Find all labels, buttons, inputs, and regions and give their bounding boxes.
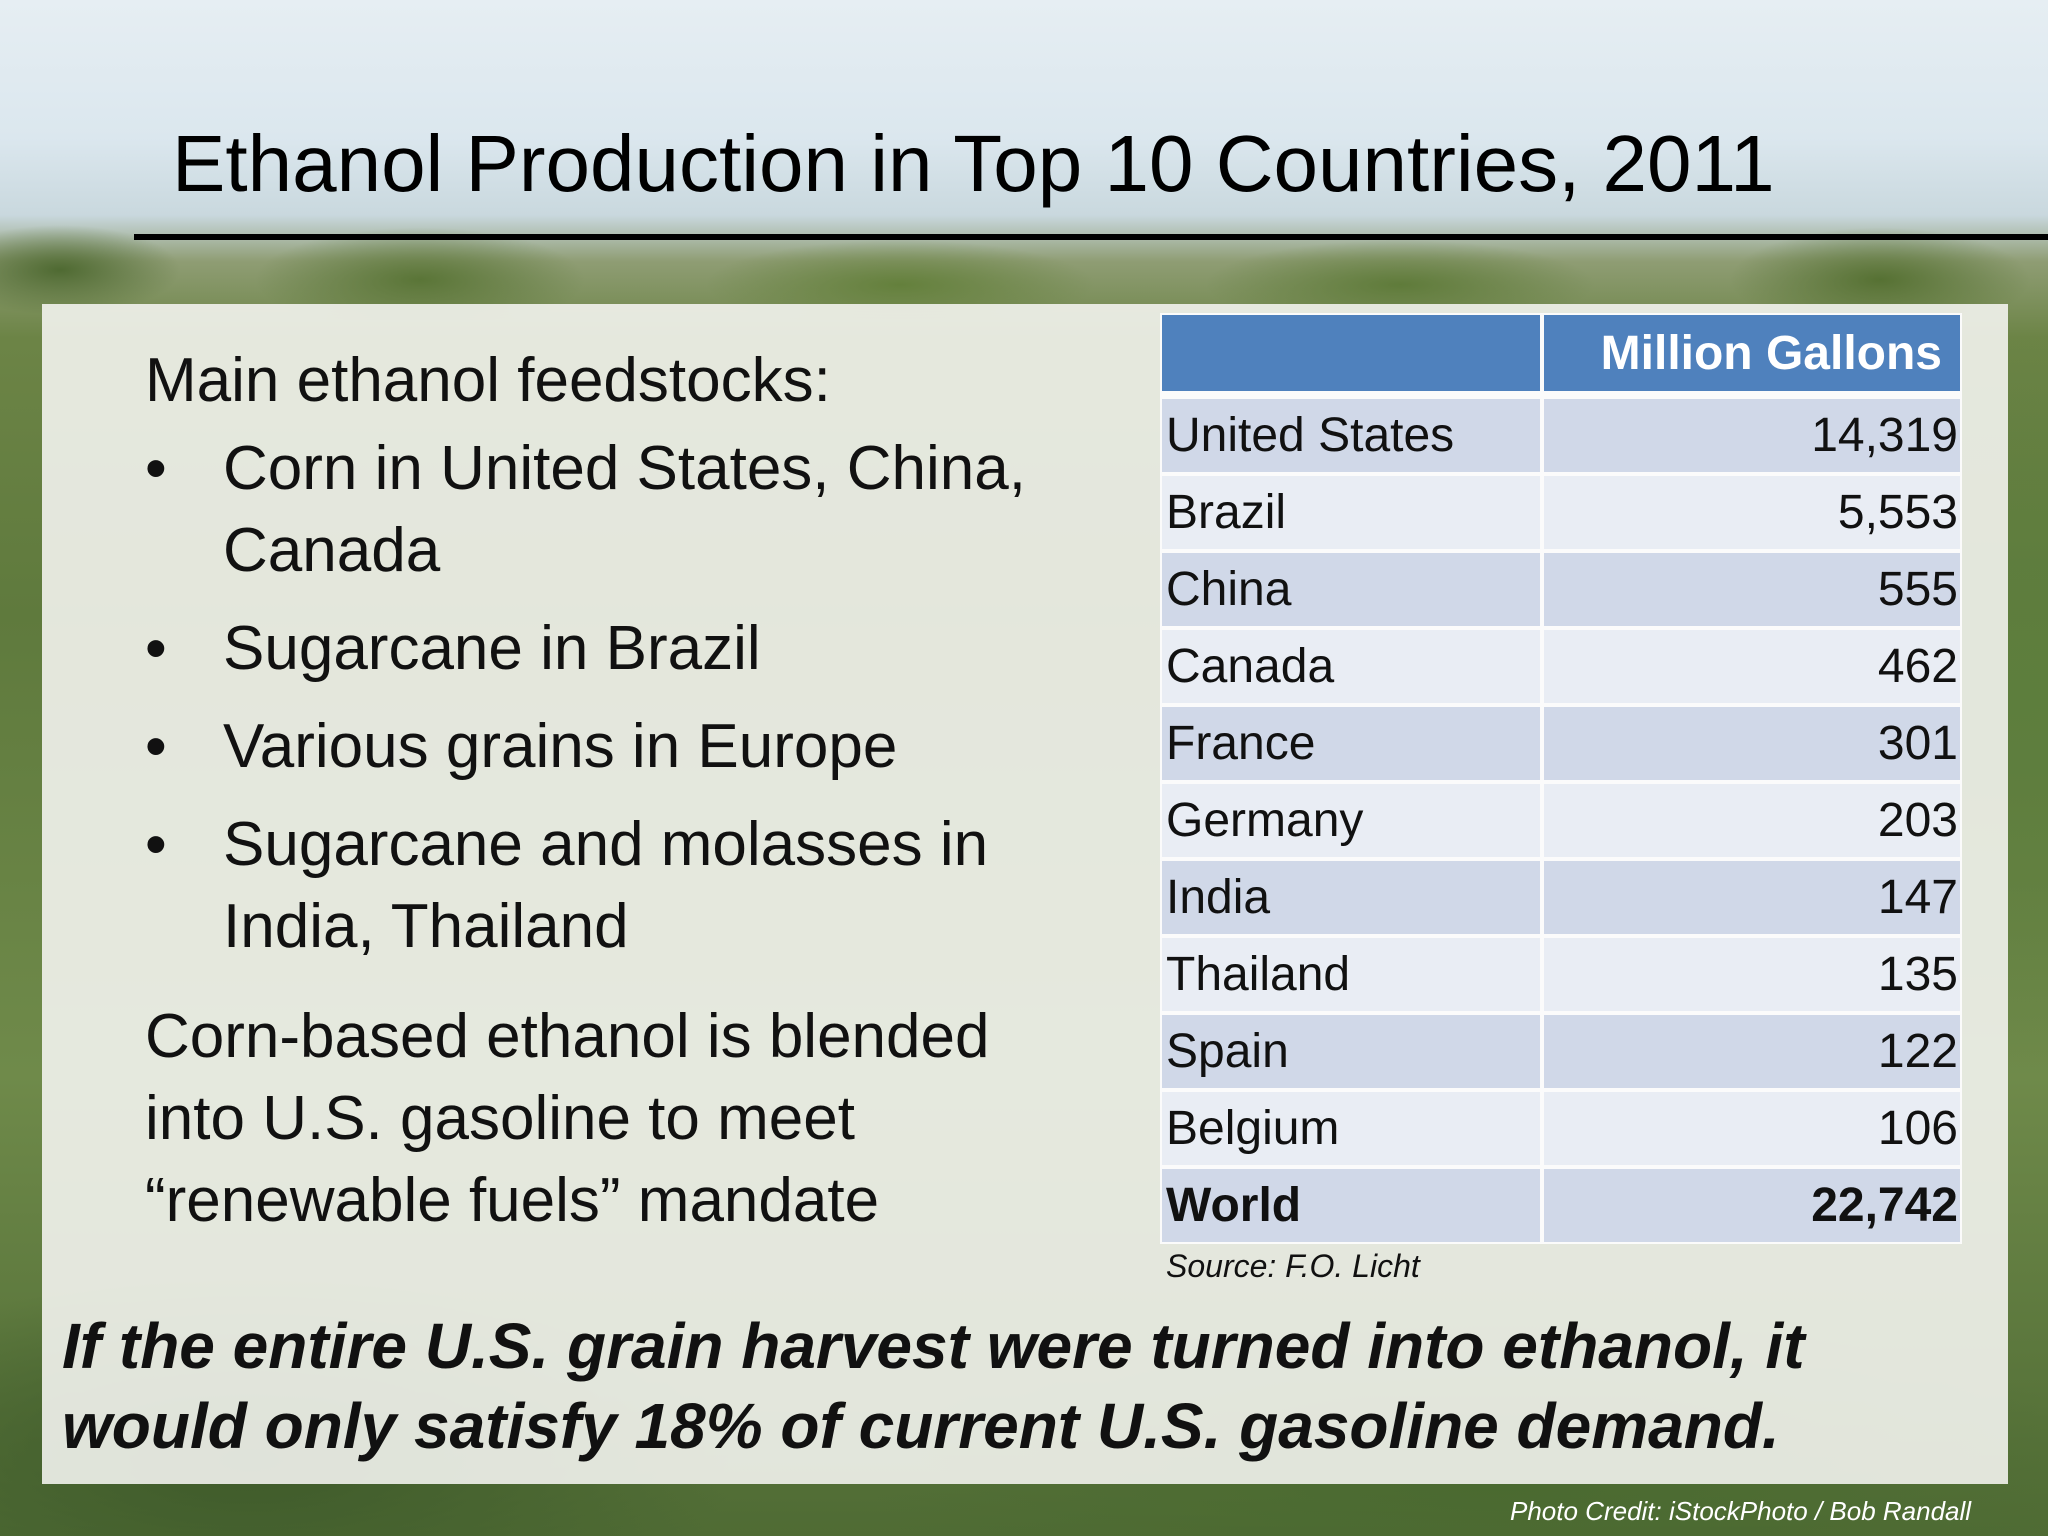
table-row: Brazil 5,553	[1160, 474, 1962, 551]
table-row: Thailand 135	[1160, 936, 1962, 1013]
country-cell: Thailand	[1160, 936, 1542, 1013]
bullet-item: • Corn in United States, China, Canada	[145, 428, 1105, 592]
country-cell: Belgium	[1160, 1090, 1542, 1167]
country-cell: Germany	[1160, 782, 1542, 859]
table-row: China 555	[1160, 551, 1962, 628]
table-row: Canada 462	[1160, 628, 1962, 705]
table-row: India 147	[1160, 859, 1962, 936]
feedstocks-intro: Main ethanol feedstocks:	[145, 346, 831, 415]
table-header-row: Million Gallons	[1160, 313, 1962, 393]
value-cell: 147	[1542, 859, 1962, 936]
country-cell: France	[1160, 705, 1542, 782]
value-cell: 555	[1542, 551, 1962, 628]
bullet-text: Sugarcane in Brazil	[223, 614, 761, 683]
header-cell-million-gallons: Million Gallons	[1542, 313, 1962, 393]
country-cell: India	[1160, 859, 1542, 936]
bullet-icon: •	[145, 712, 167, 781]
mandate-note: Corn-based ethanol is blended into U.S. …	[145, 1002, 990, 1235]
table-row: Germany 203	[1160, 782, 1962, 859]
country-cell: Canada	[1160, 628, 1542, 705]
feedstocks-text-block: Main ethanol feedstocks: • Corn in United…	[145, 340, 1105, 1242]
table-row: France 301	[1160, 705, 1962, 782]
value-cell: 122	[1542, 1013, 1962, 1090]
bullet-text: Corn in United States, China, Canada	[223, 434, 1026, 585]
value-cell: 5,553	[1542, 474, 1962, 551]
header-cell-country	[1160, 313, 1542, 393]
value-cell: 301	[1542, 705, 1962, 782]
table-source-note: Source: F.O. Licht	[1166, 1248, 1420, 1284]
bullet-icon: •	[145, 810, 167, 879]
country-cell: United States	[1160, 393, 1542, 474]
table-row: Spain 122	[1160, 1013, 1962, 1090]
feedstock-bullet-list: • Corn in United States, China, Canada • S…	[145, 428, 1105, 968]
background-photo-treeline	[0, 190, 2048, 320]
value-cell: 203	[1542, 782, 1962, 859]
bullet-item: • Sugarcane in Brazil	[145, 608, 1105, 690]
table-total-row: World 22,742	[1160, 1167, 1962, 1244]
table-row: Belgium 106	[1160, 1090, 1962, 1167]
bullet-item: • Sugarcane and molasses in India, Thaila…	[145, 804, 1105, 968]
grain-harvest-callout: If the entire U.S. grain harvest were tu…	[62, 1310, 1805, 1462]
title-divider	[134, 234, 2048, 240]
table-row: United States 14,319	[1160, 393, 1962, 474]
country-cell: China	[1160, 551, 1542, 628]
bullet-icon: •	[145, 434, 167, 503]
value-cell: 462	[1542, 628, 1962, 705]
country-cell: World	[1160, 1167, 1542, 1244]
value-cell: 106	[1542, 1090, 1962, 1167]
bullet-icon: •	[145, 614, 167, 683]
bullet-item: • Various grains in Europe	[145, 706, 1105, 788]
value-cell: 22,742	[1542, 1167, 1962, 1244]
slide-title: Ethanol Production in Top 10 Countries, …	[172, 119, 1775, 208]
value-cell: 14,319	[1542, 393, 1962, 474]
photo-credit: Photo Credit: iStockPhoto / Bob Randall	[1510, 1496, 1972, 1526]
bullet-text: Sugarcane and molasses in India, Thailan…	[223, 810, 989, 961]
value-cell: 135	[1542, 936, 1962, 1013]
ethanol-production-table: Million Gallons United States 14,319 Braz…	[1160, 313, 1962, 1244]
country-cell: Spain	[1160, 1013, 1542, 1090]
country-cell: Brazil	[1160, 474, 1542, 551]
bullet-text: Various grains in Europe	[223, 712, 898, 781]
